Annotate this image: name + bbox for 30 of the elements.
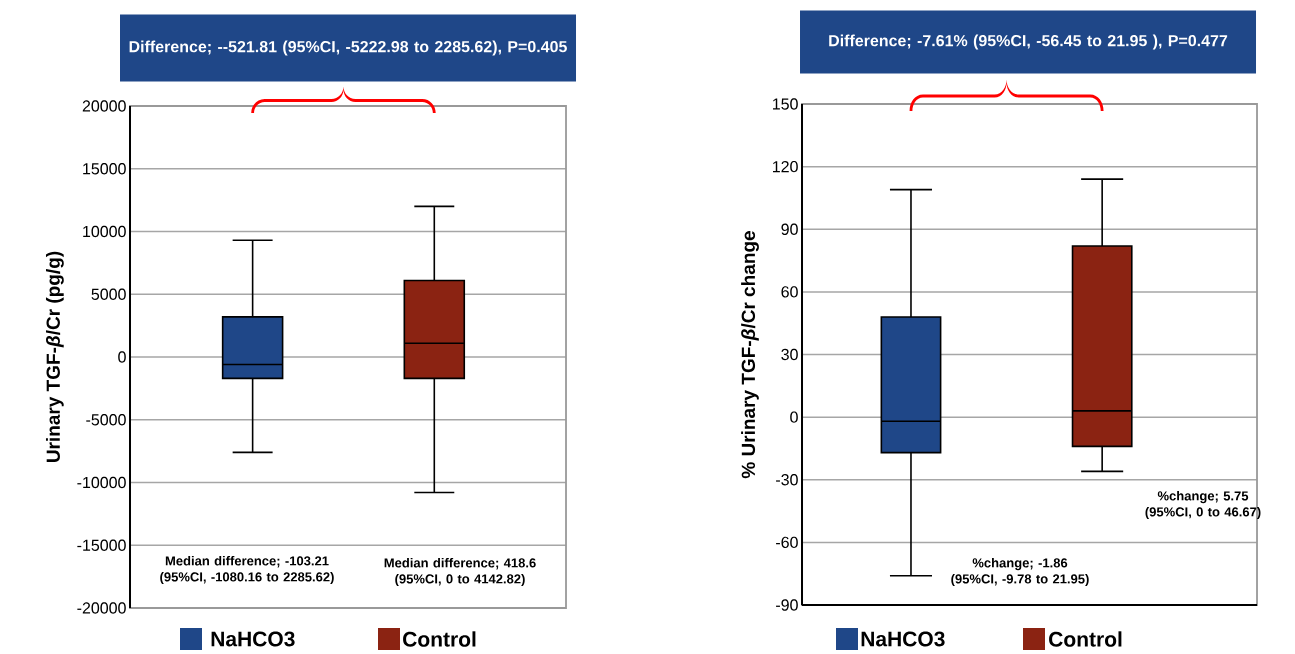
y-tick-label: 20000 (82, 100, 126, 112)
chart-title: Difference; --521.81 (95%CI, -5222.98 to 2285.62), P=0.405 (129, 40, 567, 56)
y-tick-label: -15000 (77, 539, 126, 551)
annotation: %change; 5.75 (95%CI, 0 to 46.67) (1145, 490, 1261, 520)
y-tick-label: 90 (781, 223, 798, 235)
y-tick-label: 5000 (91, 288, 126, 300)
annotation: Median difference; 418.6 (95%CI, 0 to 4142.82) (384, 557, 536, 587)
chart-title: Difference; -7.61% (95%CI, -56.45 to 21.95 ), P=0.477 (829, 34, 1228, 50)
y-tick-label: -20000 (77, 602, 126, 614)
legend-label: Control (403, 631, 476, 647)
y-tick-label: -90 (776, 599, 798, 611)
y-tick-label: -10000 (77, 476, 126, 489)
y-tick-label: 60 (781, 286, 798, 298)
y-tick-label: -60 (776, 536, 798, 549)
y-tick-label: 10000 (83, 225, 126, 238)
y-tick-label: 0 (118, 351, 126, 363)
y-tick-label: 120 (773, 160, 798, 173)
legend-label: Control (1049, 631, 1122, 647)
legend-label: NaHCO3 (211, 631, 295, 647)
y-axis-title: Urinary TGF-β/Cr (pg/g) (45, 251, 64, 463)
y-tick-label: -5000 (86, 414, 126, 426)
legend-label: NaHCO3 (861, 631, 945, 647)
annotation: %change; -1.86 (95%CI, -9.78 to 21.95) (951, 557, 1089, 587)
y-tick-label: 15000 (83, 163, 126, 175)
y-tick-label: 0 (790, 411, 798, 423)
y-tick-label: 30 (781, 348, 798, 361)
annotation: Median difference; -103.21 (95%CI, -1080.16 to 2285.62) (160, 555, 334, 585)
y-axis-title: % Urinary TGF-β/Cr change (741, 231, 759, 479)
y-tick-label: -30 (776, 474, 798, 486)
y-tick-label: 150 (773, 98, 798, 110)
